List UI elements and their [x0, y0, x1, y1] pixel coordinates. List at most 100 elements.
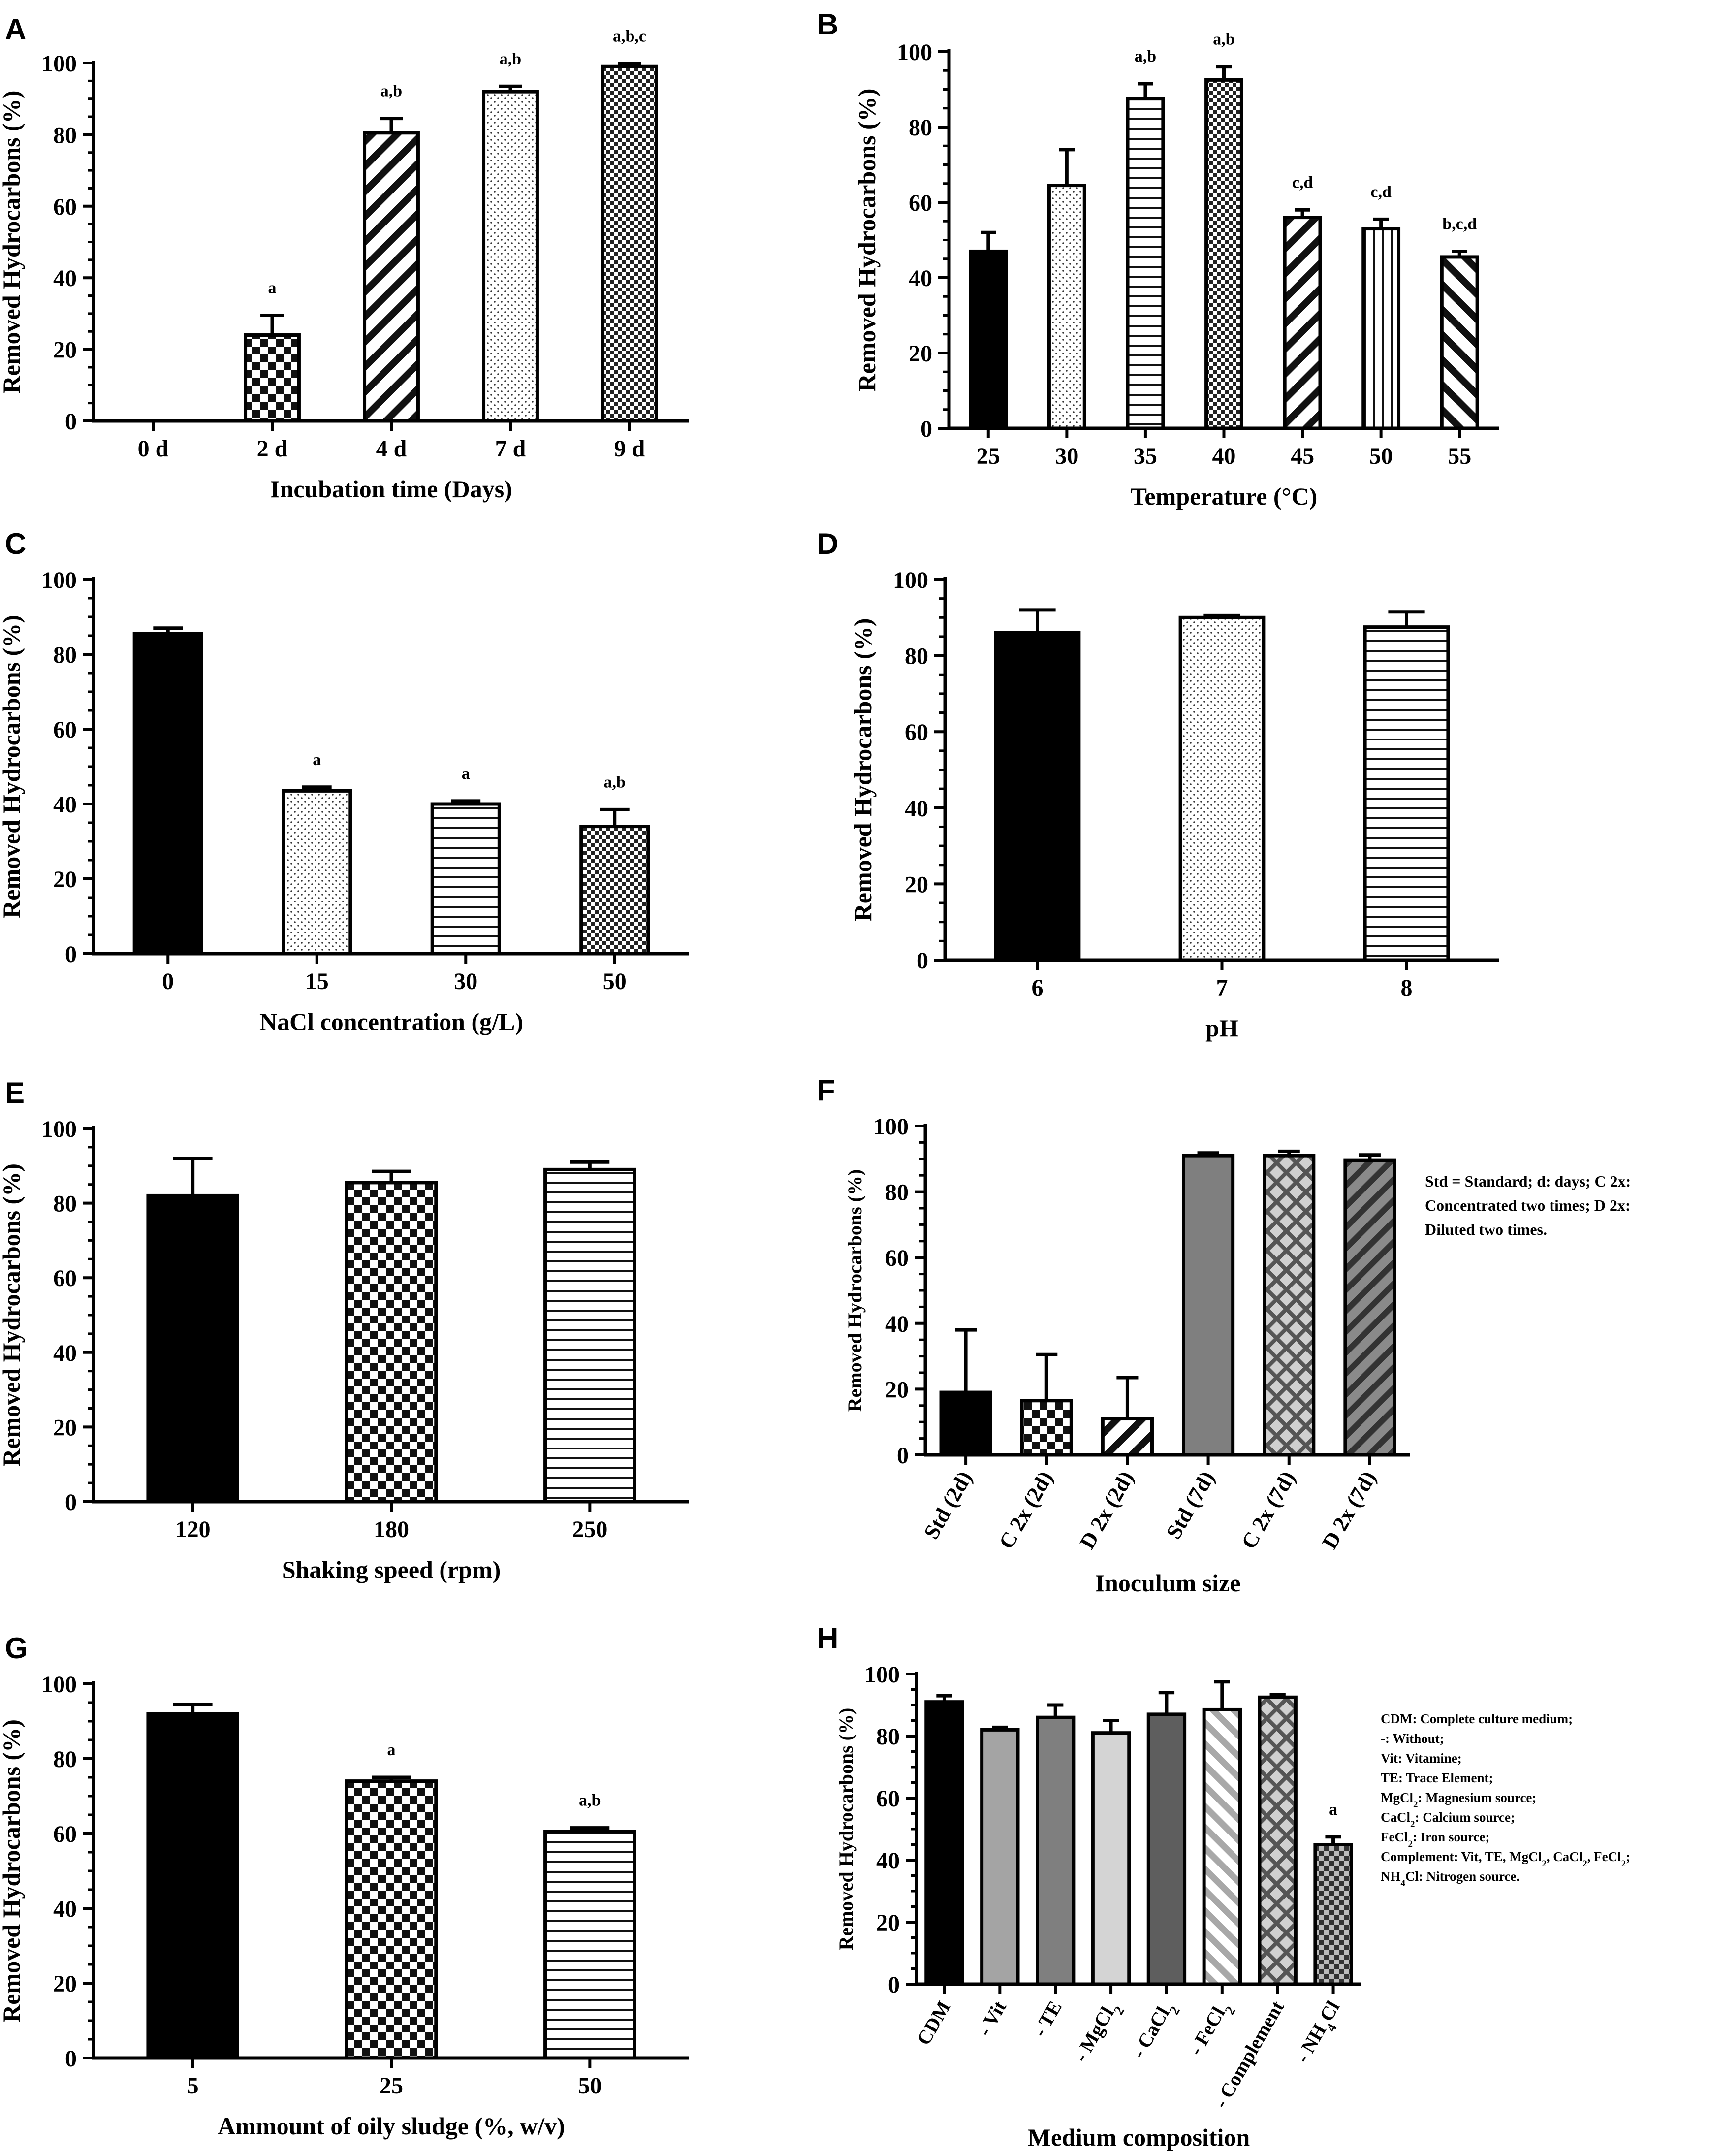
significance-label: a,b: [604, 773, 626, 791]
x-tick-label: Std (7d): [1162, 1467, 1220, 1544]
x-tick-label: - CaCl2: [1127, 1997, 1183, 2065]
x-axis-title: Inoculum size: [1095, 1569, 1241, 1597]
x-tick-label: 45: [1291, 443, 1314, 469]
legend-note-line: Vit: Vitamine;: [1381, 1751, 1462, 1766]
x-tick-label: 7: [1216, 975, 1228, 1001]
bar: [994, 631, 1081, 962]
x-axis-title: Temperature (°C): [1131, 483, 1318, 510]
y-tick-label: 0: [888, 1972, 900, 1998]
x-tick-label: D 2x (2d): [1075, 1467, 1139, 1553]
y-tick-label: 80: [53, 122, 77, 148]
significance-label: a,b,c: [613, 27, 646, 45]
panel-letter: G: [5, 1632, 28, 1665]
y-tick-label: 20: [885, 1377, 909, 1403]
y-axis-title: Removed Hydrocarbons (%): [0, 1719, 25, 2023]
x-tick-label: 50: [1369, 443, 1393, 469]
legend-note-line: Concentrated two times; D 2x:: [1425, 1196, 1631, 1214]
y-tick-label: 60: [53, 194, 77, 220]
bar: [1091, 1731, 1131, 1986]
x-tick-label: 250: [572, 1516, 607, 1543]
y-tick-label: 0: [920, 416, 932, 442]
legend-note-line: CaCl2: Calcium source;: [1381, 1810, 1515, 1830]
bar: [363, 131, 420, 423]
significance-label: a,b: [579, 1792, 601, 1810]
y-axis-title: Removed Hydrocarbons (%): [853, 89, 881, 392]
x-axis-title: Shaking speed (rpm): [282, 1556, 501, 1583]
y-axis-title: Removed Hydrocarbons (%): [835, 1708, 857, 1951]
y-tick-label: 60: [53, 1821, 77, 1847]
panel-e: E 0 20 40 60 80 100 120 180 250 Shaking speed (rpm…: [0, 1076, 689, 1583]
x-tick-label: 120: [175, 1516, 211, 1543]
panel-g: Ga a,b 0 20 40 60 80 100 5 25 50 Ammount of oily sl…: [0, 1632, 689, 2140]
y-tick-label: 100: [41, 567, 77, 593]
panel-h: Ha 0 20 40 60 80 100 CDM - Vit - TE - MgCl2- CaCl2…: [817, 1622, 1630, 2151]
panel-c: Ca a a,b 0 20 40 60 80 100 0 15 30 50 NaCl concentrat…: [0, 527, 689, 1035]
x-tick-label: 8: [1401, 975, 1413, 1001]
y-tick-label: 40: [53, 1340, 77, 1366]
x-tick-label: C 2x (7d): [1236, 1467, 1300, 1553]
legend-note-line: FeCl2: Iron source;: [1381, 1830, 1489, 1849]
y-tick-label: 60: [909, 190, 932, 216]
significance-label: a: [462, 765, 470, 783]
y-tick-label: 20: [53, 1971, 77, 1997]
x-tick-label: 9 d: [614, 436, 645, 462]
bar: [244, 333, 301, 423]
significance-label: a,b: [1135, 47, 1156, 65]
x-axis-title: Medium composition: [1028, 2124, 1250, 2151]
bar: [1020, 1399, 1073, 1457]
y-tick-label: 100: [873, 1114, 909, 1140]
x-tick-label: 7 d: [495, 436, 526, 462]
y-tick-label: 60: [885, 1245, 909, 1271]
significance-label: a,b: [380, 82, 402, 100]
y-tick-label: 40: [53, 265, 77, 291]
legend-note-line: Std = Standard; d: days; C 2x:: [1425, 1172, 1631, 1190]
x-tick-label: 0: [162, 968, 174, 995]
significance-label: a,b: [1213, 31, 1234, 49]
y-tick-label: 60: [905, 719, 928, 745]
y-tick-label: 0: [65, 409, 77, 435]
x-tick-label: - FeCl2: [1184, 1997, 1238, 2062]
legend-note-line: TE: Trace Element;: [1381, 1770, 1493, 1785]
panel-letter: H: [817, 1622, 838, 1655]
legend-note-line: Diluted two times.: [1425, 1221, 1547, 1238]
bar: [282, 789, 352, 956]
x-tick-label: - Vit: [973, 1996, 1011, 2040]
x-axis-title: NaCl concentration (g/L): [259, 1008, 523, 1035]
y-axis-title: Removed Hydrocarbons (%): [0, 615, 25, 918]
y-tick-label: 80: [876, 1724, 900, 1750]
legend-note-line: Complement: Vit, TE, MgCl2, CaCl2, FeCl2…: [1381, 1849, 1630, 1869]
x-tick-label: 180: [374, 1516, 409, 1543]
panel-letter: A: [5, 13, 26, 46]
y-tick-label: 40: [885, 1311, 909, 1337]
x-tick-label: 30: [454, 968, 477, 995]
bar: [969, 249, 1008, 430]
y-tick-label: 40: [53, 1896, 77, 1922]
y-axis-title: Removed Hydrocarbons (%): [844, 1169, 866, 1412]
bar: [1047, 184, 1086, 430]
bar: [345, 1779, 438, 2060]
x-axis-title: Incubation time (Days): [270, 475, 512, 503]
panel-d: D 0 20 40 60 80 100 6 7 8 pH Removed Hydrocarbons (…: [817, 527, 1499, 1042]
y-tick-label: 100: [41, 1672, 77, 1698]
bar: [543, 1830, 636, 2060]
legend-note-line: -: Without;: [1381, 1731, 1444, 1746]
x-tick-label: 25: [977, 443, 1000, 469]
panel-letter: F: [817, 1074, 835, 1107]
panel-letter: E: [5, 1076, 25, 1109]
y-tick-label: 40: [909, 265, 932, 291]
bar: [1202, 1707, 1242, 1986]
panel-b: Ba,b a,b c,d c,d b,c,d 0 20 40 60 80 100 25 30 35 40 45…: [817, 8, 1499, 510]
panel-a: Aa a,b a,b a,b,c 0 20 40 60 80 100 0 d 2 d 4 d 7 d 9 d…: [0, 13, 689, 503]
y-tick-label: 40: [905, 796, 928, 822]
bar: [482, 90, 539, 423]
bar: [345, 1181, 438, 1504]
x-tick-label: 6: [1032, 975, 1044, 1001]
y-tick-label: 100: [897, 39, 932, 65]
significance-label: a: [313, 751, 321, 769]
significance-label: a,b: [500, 50, 521, 68]
y-tick-label: 40: [876, 1848, 900, 1874]
bar: [579, 825, 650, 956]
x-tick-label: - TE: [1028, 1997, 1066, 2040]
bar: [146, 1193, 239, 1504]
x-tick-label: 4 d: [376, 436, 407, 462]
